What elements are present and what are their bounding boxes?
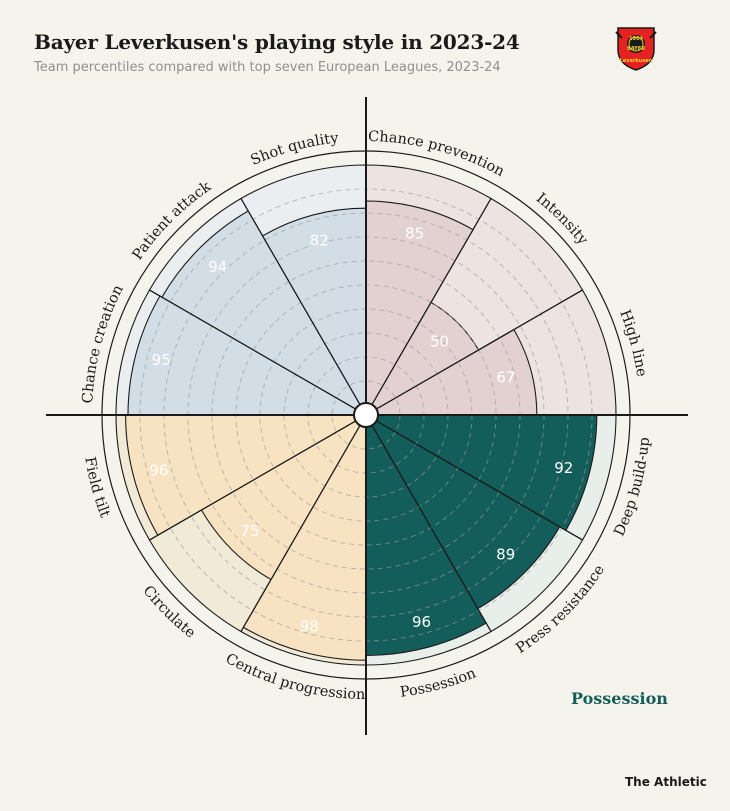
value-label-high-line: 67	[496, 369, 515, 387]
sector-divider	[240, 198, 362, 407]
value-label-deep-build-up: 92	[554, 459, 573, 477]
sector-divider	[149, 419, 358, 541]
category-label-possession: Possession	[399, 665, 478, 700]
leverkusen-logo: 1904 BAYER Leverkusen	[612, 24, 660, 72]
sector-divider	[374, 289, 583, 411]
value-label-possession: 96	[412, 613, 431, 631]
chart-title: Bayer Leverkusen's playing style in 2023…	[34, 30, 520, 54]
category-label-field-tilt: Field tilt	[81, 456, 112, 520]
sector-divider	[370, 423, 492, 632]
value-label-central-progression: 98	[300, 618, 319, 636]
category-label-deep-build-up: Deep build-up	[612, 436, 654, 538]
value-label-press-resistance: 89	[496, 546, 515, 564]
center-hub	[353, 402, 379, 428]
sector-divider	[374, 419, 583, 541]
value-label-circulate: 75	[240, 522, 259, 540]
sector-divider	[370, 198, 492, 407]
value-label-patient-attack: 94	[208, 258, 227, 276]
category-label-shot-quality: Shot quality	[248, 130, 340, 169]
logo-year: 1904	[629, 36, 643, 42]
logo-name: Leverkusen	[619, 58, 653, 64]
credit-the-athletic: The Athletic	[625, 775, 707, 789]
sector-divider	[240, 423, 362, 632]
value-label-intensity: 50	[430, 332, 449, 350]
value-label-chance-prevention: 85	[405, 224, 424, 242]
category-label-high-line: High line	[616, 308, 649, 378]
sector-divider	[149, 289, 358, 411]
crest-icon	[615, 27, 657, 71]
value-label-field-tilt: 96	[149, 461, 168, 479]
value-label-chance-creation: 95	[152, 351, 171, 369]
chart-subtitle: Team percentiles compared with top seven…	[34, 60, 501, 75]
legend-possession: Possession	[571, 689, 668, 708]
logo-mark: BAYER	[626, 46, 646, 52]
value-label-shot-quality: 82	[310, 231, 329, 249]
